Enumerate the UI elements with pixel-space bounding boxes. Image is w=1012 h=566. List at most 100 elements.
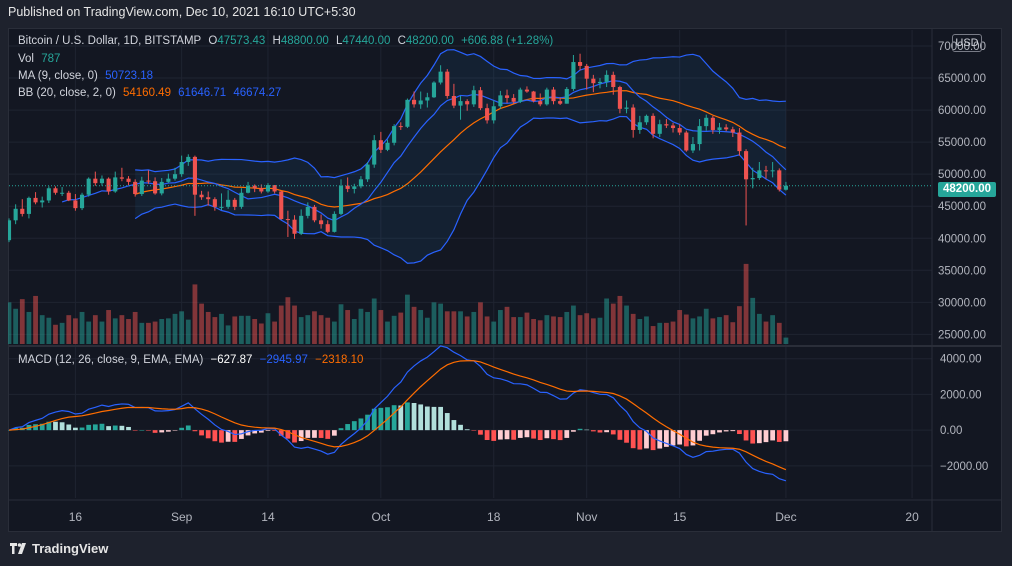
volume-bar xyxy=(756,313,762,344)
volume-bar xyxy=(19,299,25,344)
last-price-tag: 48200.00 xyxy=(938,182,996,197)
volume-bar xyxy=(8,302,12,344)
price-axis-tick-label: 40000.00 xyxy=(938,233,986,245)
macd-histogram-bar xyxy=(126,426,131,431)
macd-histogram-bar xyxy=(325,430,331,439)
candle-body xyxy=(657,124,662,134)
macd-histogram-bar xyxy=(285,430,291,439)
candle-body xyxy=(79,194,85,209)
macd-histogram-bar xyxy=(371,408,377,431)
candle-body xyxy=(458,101,463,106)
macd-histogram-bar xyxy=(219,430,224,443)
volume-bar xyxy=(285,297,291,344)
macd-histogram-bar xyxy=(584,429,590,431)
volume-bar xyxy=(776,322,782,344)
candle-body xyxy=(617,87,622,109)
volume-bar xyxy=(265,313,271,344)
candle-body xyxy=(212,199,217,207)
volume-bar xyxy=(478,302,483,344)
macd-histogram-bar xyxy=(59,422,65,431)
bb-basis-line xyxy=(134,90,787,208)
volume-bar xyxy=(232,316,238,344)
volume-bar xyxy=(431,302,437,344)
volume-bar xyxy=(59,322,65,344)
volume-bar xyxy=(663,322,669,344)
candle-body xyxy=(750,178,755,180)
candle-body xyxy=(651,115,656,134)
macd-histogram-bar xyxy=(763,430,769,443)
legend-vol-label: Vol xyxy=(18,53,34,65)
volume-bar xyxy=(292,305,297,344)
volume-bar xyxy=(245,315,251,344)
volume-bar xyxy=(564,311,570,344)
legend-vol-value: 787 xyxy=(41,53,61,65)
macd-histogram-bar xyxy=(139,430,145,431)
volume-bar xyxy=(644,316,649,344)
volume-bar xyxy=(497,310,503,344)
macd-histogram-bar xyxy=(743,430,749,441)
macd-histogram-bar xyxy=(318,430,324,438)
volume-bar xyxy=(783,337,789,344)
candle-body xyxy=(113,177,118,192)
legend-bb-lower: 46674.27 xyxy=(233,87,282,99)
time-axis-tick-label: 20 xyxy=(905,510,919,524)
volume-bar xyxy=(683,314,689,344)
volume-bar xyxy=(484,316,490,344)
macd-histogram-bar xyxy=(564,430,570,438)
macd-histogram-bar xyxy=(112,425,118,431)
price-axis-tick-label: 65000.00 xyxy=(938,73,986,85)
legend-h-value: 48800.00 xyxy=(280,35,329,47)
macd-histogram-bar xyxy=(471,430,477,431)
volume-bar xyxy=(13,308,19,344)
volume-bar xyxy=(405,294,410,344)
candle-body xyxy=(345,185,350,189)
candle-body xyxy=(538,101,543,105)
volume-bar xyxy=(418,310,424,344)
volume-bar xyxy=(33,295,38,344)
macd-histogram-bar xyxy=(272,430,278,431)
candle-body xyxy=(411,99,417,105)
macd-histogram-bar xyxy=(670,430,676,446)
volume-bar xyxy=(444,311,450,344)
chart-frame xyxy=(8,28,1002,532)
macd-histogram-bar xyxy=(225,430,231,442)
volume-bar xyxy=(126,319,131,344)
macd-histogram-bar xyxy=(405,402,410,431)
volume-bar xyxy=(106,310,111,344)
time-axis-tick-label: Oct xyxy=(372,510,391,524)
candle-body xyxy=(285,219,290,221)
legend-o-value: 47573.43 xyxy=(217,35,266,47)
volume-bar xyxy=(192,284,198,344)
candle-body xyxy=(763,170,769,172)
volume-bar xyxy=(312,311,317,344)
price-axis-tick-label: 35000.00 xyxy=(938,265,986,277)
bb-upper-line xyxy=(135,49,786,179)
time-axis-tick-label: Nov xyxy=(576,510,597,524)
macd-histogram-bar xyxy=(524,430,530,438)
macd-histogram-bar xyxy=(737,430,742,435)
candle-body xyxy=(418,100,423,105)
candle-body xyxy=(511,97,516,102)
legend-macd-row: MACD (12, 26, close, 9, EMA, EMA) −627.8… xyxy=(18,353,367,367)
candle-body xyxy=(172,174,178,179)
macd-histogram-bar xyxy=(312,430,317,438)
macd-histogram-bar xyxy=(86,424,92,431)
macd-histogram-bar xyxy=(331,430,337,436)
tradingview-brand[interactable]: TradingView xyxy=(10,541,108,556)
candle-body xyxy=(385,142,390,150)
volume-bar xyxy=(179,311,185,344)
currency-badge[interactable]: USD xyxy=(952,34,982,52)
macd-histogram-bar xyxy=(617,430,623,440)
volume-bar xyxy=(371,298,377,344)
time-axis-tick-label: 15 xyxy=(673,510,687,524)
candle-body xyxy=(704,117,709,127)
macd-histogram-bar xyxy=(717,430,722,433)
macd-histogram-bar xyxy=(192,430,198,432)
volume-bar xyxy=(92,315,98,344)
volume-bar xyxy=(79,311,85,344)
volume-bar xyxy=(225,325,231,344)
macd-histogram-bar xyxy=(99,423,105,431)
chart-canvas[interactable]: 70000.00 65000.00 60000.00 55000.00 50000.00… xyxy=(8,28,1002,532)
candle-body xyxy=(99,178,105,184)
volume-bar xyxy=(464,316,470,344)
